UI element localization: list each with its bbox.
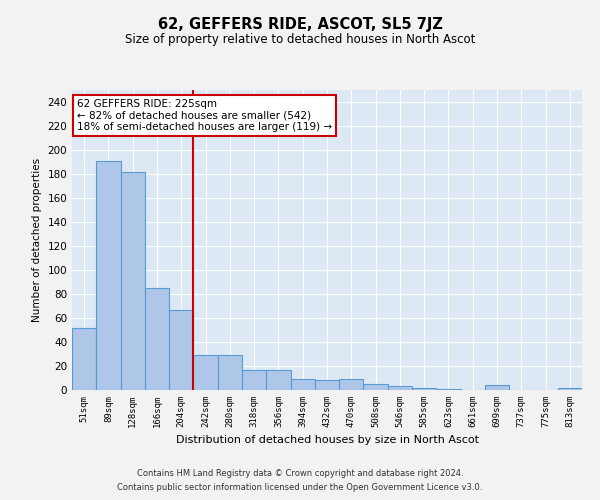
Bar (388, 386, 412, 390)
Text: 62 GEFFERS RIDE: 225sqm
← 82% of detached houses are smaller (542)
18% of semi-d: 62 GEFFERS RIDE: 225sqm ← 82% of detache… (77, 99, 332, 132)
Text: Contains HM Land Registry data © Crown copyright and database right 2024.: Contains HM Land Registry data © Crown c… (137, 468, 463, 477)
Bar (193, 355, 218, 390)
Bar (436, 389, 461, 390)
Bar (72, 328, 96, 390)
Bar (121, 172, 145, 390)
Bar (96, 161, 121, 390)
Bar (364, 384, 388, 390)
Bar (266, 370, 290, 390)
Bar (339, 379, 364, 390)
Bar (218, 355, 242, 390)
Bar (242, 370, 266, 390)
Bar (412, 388, 436, 390)
Bar (315, 380, 339, 390)
X-axis label: Distribution of detached houses by size in North Ascot: Distribution of detached houses by size … (176, 436, 479, 446)
Text: Size of property relative to detached houses in North Ascot: Size of property relative to detached ho… (125, 32, 475, 46)
Text: Contains public sector information licensed under the Open Government Licence v3: Contains public sector information licen… (118, 484, 482, 492)
Bar (145, 288, 169, 390)
Bar (290, 379, 315, 390)
Bar (169, 310, 193, 390)
Bar (558, 388, 582, 390)
Y-axis label: Number of detached properties: Number of detached properties (32, 158, 42, 322)
Text: 62, GEFFERS RIDE, ASCOT, SL5 7JZ: 62, GEFFERS RIDE, ASCOT, SL5 7JZ (158, 18, 442, 32)
Bar (485, 385, 509, 390)
